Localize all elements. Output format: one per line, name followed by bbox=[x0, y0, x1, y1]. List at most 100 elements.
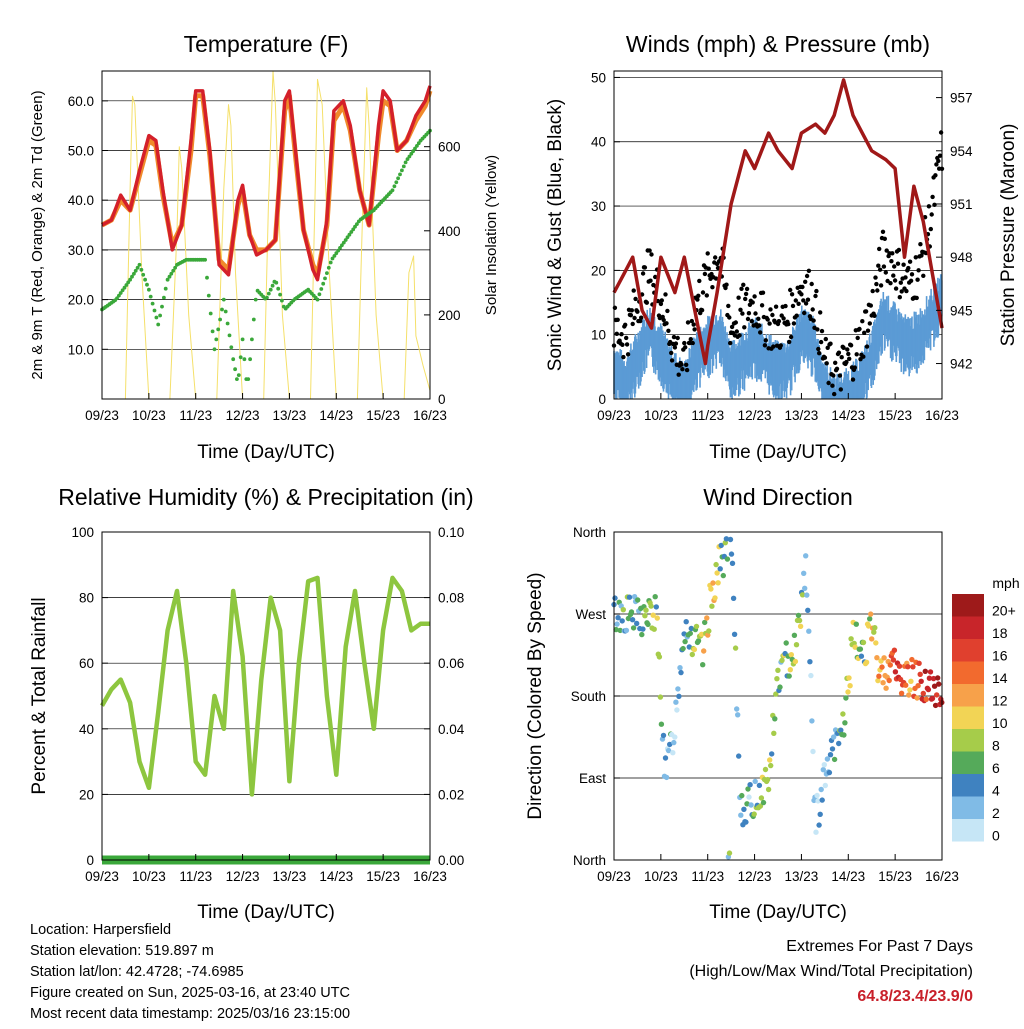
dewpoint-point bbox=[120, 288, 125, 293]
direction-point bbox=[693, 623, 700, 630]
direction-point bbox=[623, 627, 630, 634]
direction-point bbox=[706, 628, 712, 634]
gust-point bbox=[926, 204, 932, 209]
x-tick-label: 12/23 bbox=[226, 408, 260, 423]
gust-point bbox=[810, 307, 815, 312]
y-tick-label: West bbox=[575, 607, 606, 622]
dewpoint-point bbox=[152, 308, 157, 313]
gust-point bbox=[834, 366, 840, 371]
legend-label: 20+ bbox=[992, 602, 1016, 618]
gust-point bbox=[831, 373, 836, 378]
winds-panel: Winds (mph) & Pressure (mb) 09/23 10/23 11… bbox=[545, 31, 1019, 463]
dewpoint-point bbox=[336, 248, 341, 253]
direction-point bbox=[730, 595, 737, 601]
direction-point bbox=[807, 659, 813, 665]
direction-title: Wind Direction bbox=[703, 484, 853, 510]
humidity-y-label: Percent & Total Rainfall bbox=[29, 597, 50, 794]
dewpoint-point bbox=[248, 357, 253, 362]
dewpoint-point bbox=[227, 333, 232, 338]
direction-point bbox=[788, 652, 794, 658]
temperature-title: Temperature (F) bbox=[184, 31, 349, 57]
winds-y-label: Sonic Wind & Gust (Blue, Black) bbox=[545, 99, 566, 371]
direction-point bbox=[847, 683, 853, 689]
direction-point bbox=[650, 612, 656, 618]
direction-point bbox=[728, 551, 735, 557]
direction-point bbox=[813, 829, 819, 835]
gust-point bbox=[736, 295, 741, 300]
gust-point bbox=[640, 271, 646, 276]
dewpoint-point bbox=[390, 188, 395, 193]
direction-point bbox=[702, 619, 708, 626]
direction-point bbox=[887, 662, 893, 668]
temperature-series bbox=[100, 70, 433, 400]
direction-point bbox=[626, 594, 633, 600]
direction-point bbox=[907, 687, 913, 693]
humidity-y-ticks: 0 20 40 60 80 100 bbox=[71, 525, 108, 868]
x-tick-label: 12/23 bbox=[226, 869, 260, 884]
gust-point bbox=[733, 320, 738, 325]
y-tick-label: 20.0 bbox=[68, 293, 94, 308]
x-tick-label: 13/23 bbox=[273, 408, 307, 423]
x-tick-label: 14/23 bbox=[319, 408, 353, 423]
gust-point bbox=[659, 298, 664, 303]
dewpoint-point bbox=[396, 176, 400, 181]
dewpoint-point bbox=[167, 274, 172, 279]
y-tick-label: 957 bbox=[950, 91, 973, 106]
speed-legend: 20+ 18 16 14 12 10 8 6 4 2 0 bbox=[952, 594, 1016, 843]
gust-point bbox=[760, 290, 766, 295]
gust-point bbox=[824, 361, 829, 366]
gust-point bbox=[788, 287, 793, 293]
direction-point bbox=[680, 645, 686, 652]
y-tick-label: 400 bbox=[438, 224, 461, 239]
gust-point bbox=[688, 337, 693, 342]
direction-point bbox=[652, 594, 658, 600]
direction-point bbox=[880, 680, 886, 686]
gust-point bbox=[621, 354, 626, 360]
gust-point bbox=[759, 303, 765, 308]
direction-point bbox=[871, 629, 877, 635]
x-tick-label: 11/23 bbox=[691, 869, 724, 884]
dewpoint-point bbox=[242, 357, 247, 362]
gust-point bbox=[833, 360, 838, 365]
direction-point bbox=[764, 776, 771, 783]
direction-point bbox=[713, 561, 719, 568]
gust-point bbox=[813, 293, 818, 299]
gust-point bbox=[806, 268, 812, 273]
gust-point bbox=[819, 328, 825, 334]
y-tick-label: 50.0 bbox=[68, 144, 94, 159]
dewpoint-point bbox=[240, 337, 245, 342]
dewpoint-point bbox=[351, 227, 356, 232]
direction-point bbox=[736, 753, 742, 759]
direction-point bbox=[908, 678, 914, 684]
direction-point bbox=[886, 677, 892, 684]
gust-point bbox=[895, 261, 901, 266]
direction-point bbox=[925, 686, 932, 693]
dewpoint-point bbox=[171, 268, 176, 273]
dewpoint-point bbox=[148, 294, 153, 299]
direction-point bbox=[745, 786, 751, 792]
direction-point bbox=[881, 655, 887, 661]
y-tick-label: 40 bbox=[79, 722, 94, 737]
direction-point bbox=[675, 686, 681, 692]
gust-point bbox=[858, 357, 863, 362]
dewpoint-point bbox=[321, 281, 326, 286]
speed-legend-title: mph bbox=[992, 575, 1019, 591]
gust-point bbox=[913, 255, 918, 260]
legend-label: 12 bbox=[992, 692, 1008, 708]
gust-point bbox=[692, 327, 697, 332]
x-tick-label: 10/23 bbox=[644, 869, 678, 884]
direction-point bbox=[926, 675, 933, 681]
direction-point bbox=[892, 669, 899, 675]
gust-point bbox=[870, 288, 875, 294]
dewpoint-point bbox=[411, 149, 415, 154]
x-tick-label: 16/23 bbox=[925, 869, 959, 884]
gust-point bbox=[793, 298, 798, 303]
direction-point bbox=[695, 638, 702, 644]
direction-point bbox=[797, 623, 804, 629]
gust-point bbox=[684, 367, 690, 373]
dewpoint-point bbox=[162, 295, 166, 300]
gust-point bbox=[852, 365, 857, 370]
direction-point bbox=[863, 659, 870, 665]
gust-point bbox=[738, 307, 743, 312]
